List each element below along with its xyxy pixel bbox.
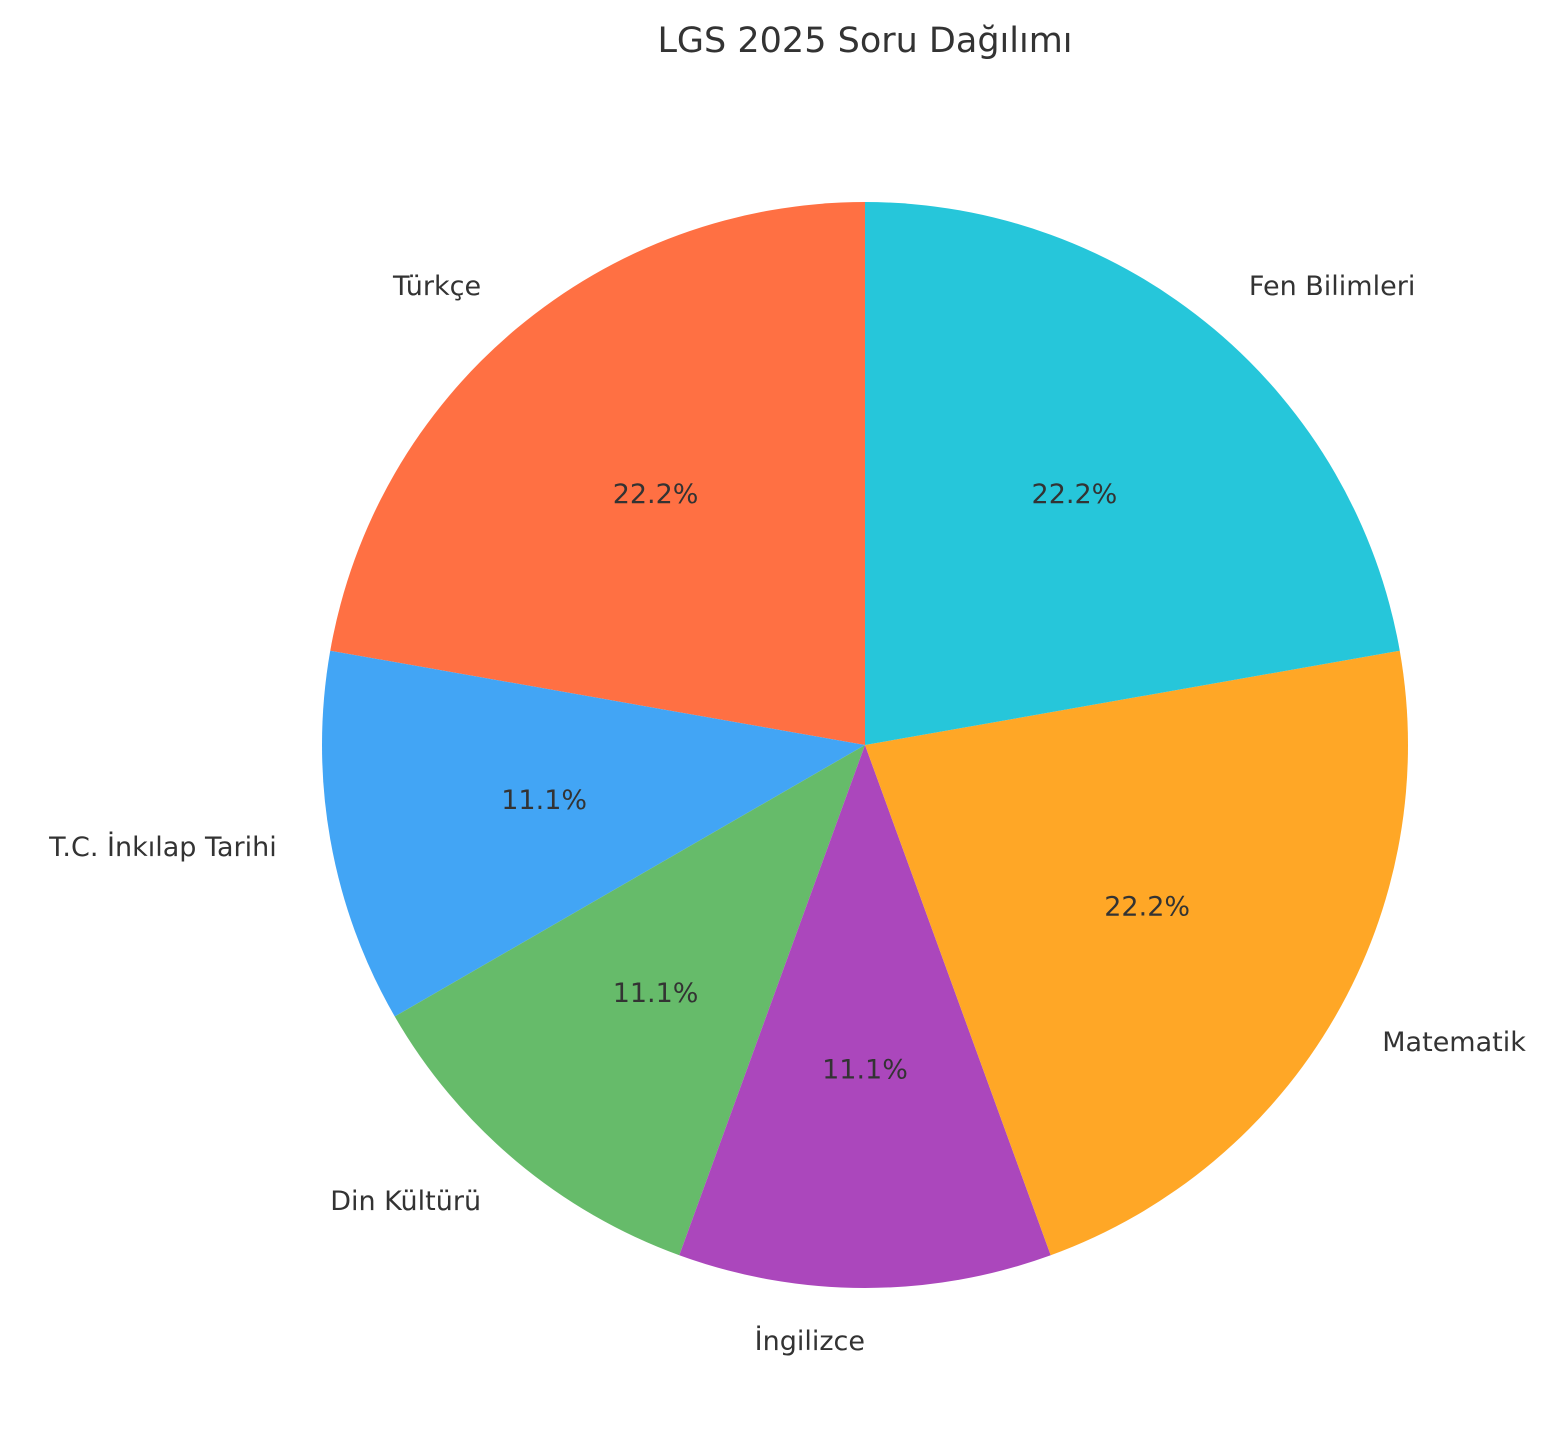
- slice-percent-label: 11.1%: [613, 978, 699, 1009]
- slice-percent-label: 11.1%: [822, 1054, 908, 1085]
- chart-title: LGS 2025 Soru Dağılımı: [657, 21, 1072, 61]
- slice-label: Din Kültürü: [330, 1186, 481, 1217]
- slice-label: Matematik: [1382, 1027, 1526, 1058]
- pie-slice: [865, 202, 1400, 745]
- pie-slice: [865, 650, 1408, 1256]
- slice-percent-label: 22.2%: [1104, 891, 1190, 922]
- pie-slices: [321, 202, 1408, 1288]
- pie-slice: [394, 745, 865, 1256]
- pie-slice: [679, 745, 1051, 1288]
- slice-percent-label: 11.1%: [501, 785, 587, 816]
- slice-label: İngilizce: [755, 1325, 865, 1357]
- slice-label: T.C. İnkılap Tarihi: [48, 831, 277, 863]
- pie-labels: Türkçe 22.2% T.C. İnkılap Tarihi 11.1% Din K…: [48, 271, 1526, 1357]
- slice-percent-label: 22.2%: [1032, 479, 1118, 510]
- slice-label: Fen Bilimleri: [1249, 271, 1415, 302]
- slice-label: Türkçe: [392, 271, 481, 302]
- slice-percent-label: 22.2%: [613, 479, 699, 510]
- pie-slice: [321, 650, 865, 1017]
- pie-slice: [330, 202, 865, 745]
